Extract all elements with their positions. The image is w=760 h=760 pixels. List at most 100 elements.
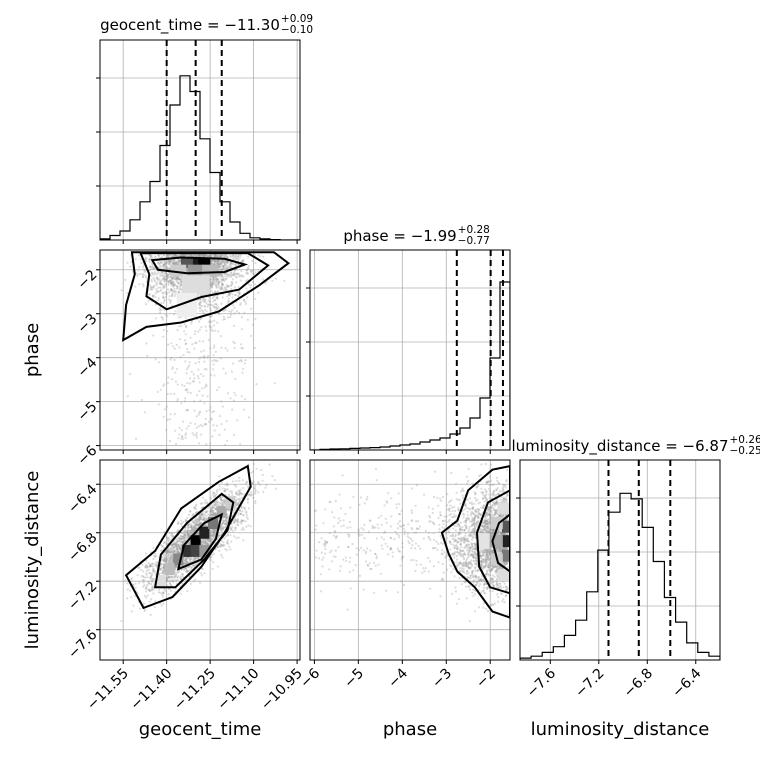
scatter-point [217, 259, 220, 262]
scatter-point [166, 550, 169, 553]
scatter-point [184, 534, 187, 537]
scatter-point [220, 553, 223, 557]
scatter-point [195, 415, 198, 418]
scatter-point [210, 285, 213, 288]
scatter-point [169, 301, 172, 304]
scatter-point [171, 288, 174, 291]
scatter-point [213, 429, 216, 432]
scatter-point [205, 368, 208, 371]
scatter-point [215, 490, 219, 493]
scatter-point [164, 295, 167, 298]
scatter-point [184, 333, 187, 336]
scatter-point [193, 559, 196, 562]
scatter-point [158, 254, 161, 257]
scatter-point [144, 590, 148, 593]
scatter-point [198, 357, 201, 360]
scatter-point [184, 533, 187, 537]
scatter-point [152, 294, 155, 297]
scatter-point [198, 581, 202, 584]
scatter-point [193, 524, 196, 528]
scatter-point [161, 569, 165, 572]
scatter-point [226, 261, 229, 264]
scatter-point [171, 550, 174, 553]
scatter-point [217, 282, 220, 285]
scatter-point [168, 557, 171, 560]
scatter-point [211, 510, 214, 513]
scatter-point [173, 278, 177, 281]
scatter-point [142, 575, 145, 578]
scatter-point [205, 510, 208, 514]
scatter-point [210, 320, 213, 323]
scatter-point [167, 560, 170, 563]
scatter-point [211, 509, 214, 512]
scatter-point [164, 278, 167, 281]
scatter-point [205, 511, 208, 514]
scatter-point [195, 434, 198, 437]
scatter-point [187, 543, 190, 546]
scatter-point [203, 572, 206, 575]
scatter-point [210, 418, 213, 421]
scatter-point [226, 284, 229, 288]
scatter-point [223, 286, 226, 289]
scatter-point [126, 261, 129, 264]
scatter-point [149, 265, 153, 268]
scatter-point [202, 375, 205, 378]
grid-1-1 [310, 250, 510, 450]
scatter-point [209, 534, 212, 537]
scatter-point [245, 287, 248, 290]
scatter-point [165, 261, 168, 264]
scatter-point [150, 589, 153, 592]
scatter-point [199, 254, 202, 257]
scatter-point [166, 279, 169, 282]
scatter-point [218, 268, 221, 271]
scatter-point [149, 565, 152, 568]
scatter-point [235, 281, 238, 284]
scatter-point [215, 260, 218, 263]
scatter-point [162, 566, 165, 569]
scatter-point [187, 534, 190, 537]
scatter-point [169, 261, 172, 264]
scatter-point [248, 283, 251, 286]
scatter-point [221, 524, 224, 527]
scatter-point [221, 296, 224, 299]
scatter-point [194, 330, 197, 333]
scatter-point [172, 255, 175, 258]
scatter-point [182, 536, 186, 539]
scatter-point [240, 260, 243, 263]
scatter-point [222, 544, 225, 547]
scatter-point [236, 255, 239, 258]
scatter-point [169, 260, 172, 263]
scatter-point [220, 278, 223, 281]
scatter-point [145, 565, 148, 568]
scatter-point [235, 276, 238, 279]
scatter-point [211, 260, 214, 263]
scatter-point [174, 574, 177, 577]
scatter-point [215, 283, 218, 286]
scatter-point [230, 490, 233, 493]
scatter-point [245, 516, 248, 519]
scatter-point [167, 288, 170, 291]
scatter-point [201, 387, 204, 390]
scatter-point [193, 565, 196, 568]
scatter-point [172, 281, 176, 284]
scatter-point [152, 267, 156, 270]
scatter-point [251, 470, 255, 473]
scatter-point [179, 283, 183, 286]
scatter-point [162, 263, 165, 266]
scatter-point [220, 256, 223, 259]
scatter-point [155, 283, 158, 287]
scatter-point [193, 377, 196, 380]
scatter-point [221, 287, 224, 290]
scatter-point [223, 272, 227, 275]
scatter-point [179, 254, 183, 257]
scatter-point [168, 262, 171, 265]
scatter-point [213, 260, 216, 263]
scatter-point [170, 547, 173, 551]
scatter-point [198, 298, 202, 301]
scatter-point [257, 480, 260, 484]
scatter-point [184, 533, 187, 537]
scatter-point [209, 262, 213, 265]
scatter-point [242, 528, 246, 531]
scatter-point [142, 275, 145, 278]
scatter-point [148, 260, 151, 263]
